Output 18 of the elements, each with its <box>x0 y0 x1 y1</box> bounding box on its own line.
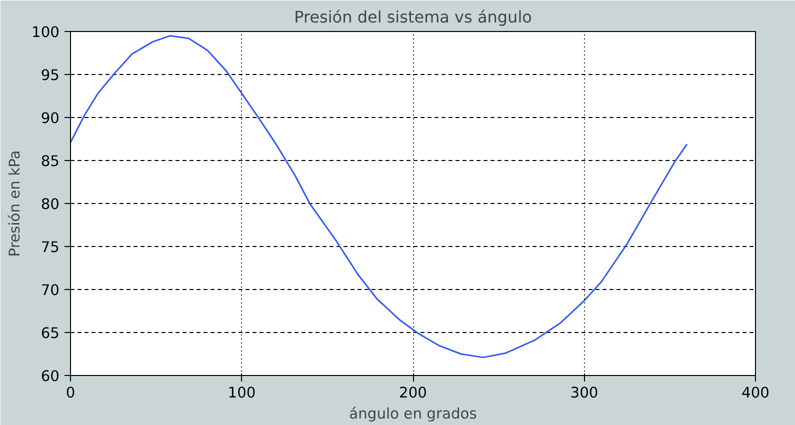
y-tick-label: 65 <box>40 325 60 342</box>
y-tick-label: 90 <box>40 110 60 127</box>
y-tick-label: 95 <box>40 67 60 84</box>
y-tick-label: 75 <box>40 239 60 256</box>
chart-title: Presión del sistema vs ángulo <box>294 8 532 26</box>
y-axis-title: Presión en kPa <box>6 150 24 257</box>
y-tick-label: 80 <box>40 196 60 213</box>
x-tick-label: 200 <box>399 384 427 402</box>
x-tick-label: 0 <box>66 384 76 402</box>
x-axis-title: ángulo en grados <box>349 406 477 422</box>
y-tick-label: 60 <box>40 368 60 385</box>
x-tick-label: 400 <box>742 384 770 402</box>
x-tick-label: 100 <box>228 384 256 402</box>
y-tick-label: 70 <box>40 282 60 299</box>
y-tick-label: 100 <box>32 24 60 41</box>
x-tick-label: 300 <box>570 384 598 402</box>
y-tick-label: 85 <box>40 153 60 170</box>
line-series <box>70 35 688 358</box>
